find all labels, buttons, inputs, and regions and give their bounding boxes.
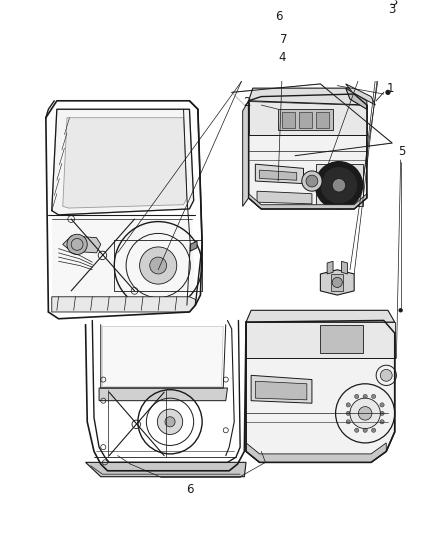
Polygon shape — [52, 297, 195, 312]
Polygon shape — [257, 191, 312, 204]
Polygon shape — [63, 236, 101, 253]
Circle shape — [302, 171, 322, 191]
Circle shape — [315, 161, 363, 209]
Polygon shape — [246, 443, 386, 462]
Text: 5: 5 — [398, 146, 406, 158]
Polygon shape — [332, 274, 343, 291]
Text: 3: 3 — [388, 3, 396, 16]
Circle shape — [157, 409, 183, 434]
Polygon shape — [260, 170, 297, 180]
Polygon shape — [255, 164, 304, 183]
Circle shape — [332, 277, 343, 287]
Polygon shape — [249, 101, 367, 135]
Circle shape — [67, 235, 87, 255]
Polygon shape — [249, 94, 367, 209]
Circle shape — [355, 411, 359, 415]
Circle shape — [380, 411, 384, 415]
Circle shape — [320, 167, 357, 204]
Circle shape — [371, 411, 376, 415]
Circle shape — [132, 420, 141, 429]
Circle shape — [165, 417, 175, 427]
Polygon shape — [52, 217, 195, 312]
Polygon shape — [232, 84, 392, 156]
Text: 3: 3 — [390, 0, 398, 8]
Polygon shape — [99, 388, 227, 401]
Circle shape — [363, 403, 367, 407]
Polygon shape — [316, 164, 363, 206]
Polygon shape — [243, 101, 249, 206]
Circle shape — [150, 257, 166, 274]
Circle shape — [140, 247, 177, 284]
Circle shape — [98, 251, 107, 260]
Circle shape — [346, 403, 350, 407]
Circle shape — [380, 403, 384, 407]
Circle shape — [355, 403, 359, 407]
Polygon shape — [283, 112, 295, 128]
Circle shape — [380, 369, 392, 381]
Circle shape — [332, 179, 346, 192]
Text: 7: 7 — [280, 33, 287, 46]
Polygon shape — [85, 462, 246, 477]
Circle shape — [358, 407, 372, 420]
Polygon shape — [346, 88, 367, 109]
Circle shape — [346, 411, 350, 415]
Circle shape — [306, 175, 318, 187]
Polygon shape — [327, 261, 333, 274]
Circle shape — [355, 428, 359, 432]
Polygon shape — [251, 375, 312, 403]
Polygon shape — [255, 381, 307, 400]
Polygon shape — [102, 326, 223, 386]
Circle shape — [371, 403, 376, 407]
Polygon shape — [246, 322, 395, 359]
Circle shape — [346, 419, 350, 424]
Circle shape — [380, 419, 384, 424]
Circle shape — [363, 419, 367, 424]
Polygon shape — [320, 270, 354, 295]
Text: 6: 6 — [276, 11, 283, 23]
Polygon shape — [190, 241, 197, 251]
Text: 6: 6 — [186, 482, 193, 496]
Circle shape — [355, 419, 359, 424]
Polygon shape — [249, 88, 367, 105]
Circle shape — [371, 394, 376, 399]
Circle shape — [383, 7, 388, 12]
Polygon shape — [342, 261, 347, 274]
Polygon shape — [278, 109, 333, 131]
Circle shape — [371, 428, 376, 432]
Circle shape — [399, 309, 403, 312]
Text: 4: 4 — [279, 52, 286, 64]
Polygon shape — [299, 112, 312, 128]
Circle shape — [350, 398, 380, 429]
Circle shape — [355, 394, 359, 399]
Text: 2: 2 — [244, 96, 251, 109]
Polygon shape — [63, 118, 187, 208]
Circle shape — [363, 428, 367, 432]
Circle shape — [371, 419, 376, 424]
Polygon shape — [249, 193, 367, 209]
Circle shape — [363, 411, 367, 415]
Polygon shape — [246, 320, 395, 462]
Text: 1: 1 — [386, 82, 394, 95]
Polygon shape — [316, 112, 329, 128]
Circle shape — [386, 90, 390, 94]
Polygon shape — [246, 310, 395, 322]
Polygon shape — [320, 325, 363, 352]
Polygon shape — [346, 84, 375, 105]
Polygon shape — [52, 109, 194, 215]
Circle shape — [363, 394, 367, 399]
